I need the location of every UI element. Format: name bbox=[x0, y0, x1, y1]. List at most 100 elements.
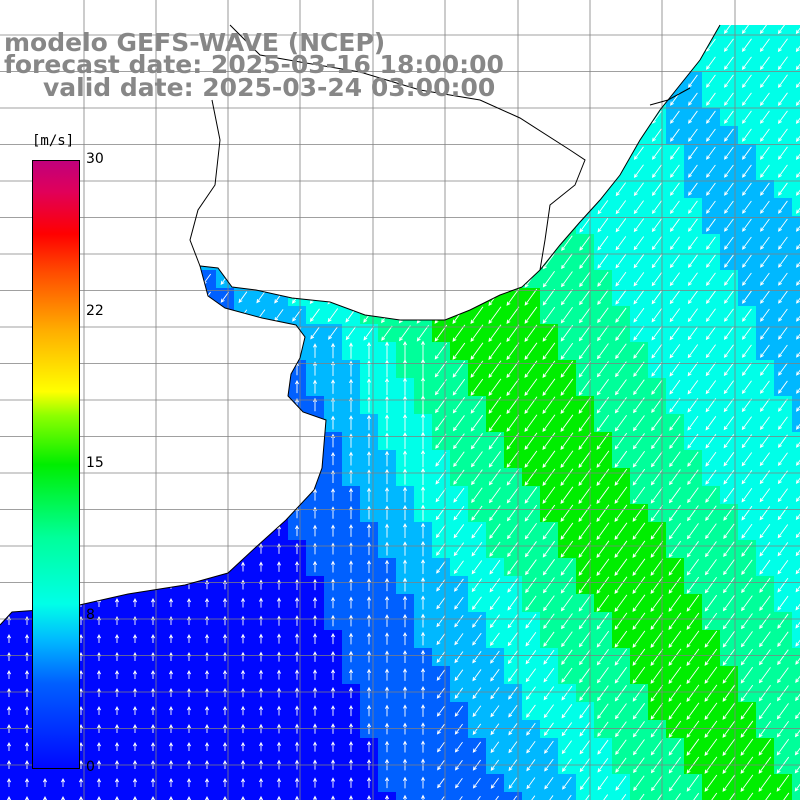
wind-arrow bbox=[776, 738, 790, 756]
wind-arrow bbox=[453, 560, 464, 575]
wind-arrow bbox=[687, 380, 699, 395]
wind-arrow bbox=[724, 218, 734, 232]
wind-arrow bbox=[367, 704, 371, 717]
wind-arrow bbox=[506, 486, 519, 504]
wind-arrow bbox=[651, 200, 662, 215]
wind-arrow bbox=[578, 540, 592, 558]
wind-arrow bbox=[205, 688, 209, 697]
wind-arrow bbox=[614, 450, 628, 468]
wind-arrow bbox=[795, 452, 800, 466]
wind-arrow bbox=[525, 686, 536, 701]
field-cell bbox=[738, 25, 757, 37]
colorbar-tick-30: 30 bbox=[86, 151, 104, 167]
wind-arrow bbox=[615, 343, 627, 360]
wind-arrow bbox=[403, 686, 407, 699]
wind-arrow bbox=[560, 324, 574, 342]
wind-arrow bbox=[741, 344, 752, 358]
wind-arrow bbox=[597, 703, 609, 720]
wind-arrow bbox=[687, 451, 699, 467]
wind-arrow bbox=[277, 651, 281, 662]
wind-arrow bbox=[151, 688, 155, 697]
wind-arrow bbox=[777, 524, 789, 539]
wind-arrow bbox=[759, 38, 770, 53]
field-cell bbox=[792, 162, 800, 181]
wind-arrow bbox=[543, 704, 554, 719]
wind-arrow bbox=[724, 254, 734, 268]
wind-arrow bbox=[704, 648, 718, 666]
wind-arrow bbox=[777, 110, 788, 124]
wind-arrow bbox=[633, 164, 644, 179]
field-cell bbox=[486, 792, 505, 800]
wind-arrow bbox=[506, 324, 520, 343]
wind-arrow bbox=[525, 559, 537, 576]
wind-arrow bbox=[795, 578, 800, 593]
wind-arrow bbox=[687, 344, 699, 359]
wind-arrow bbox=[349, 378, 353, 395]
field-cell bbox=[180, 792, 199, 800]
wind-arrow bbox=[706, 164, 716, 178]
wind-arrow bbox=[687, 487, 699, 504]
wind-arrow bbox=[597, 325, 609, 342]
field-cell bbox=[18, 792, 37, 800]
wind-arrow bbox=[686, 684, 700, 702]
wind-arrow bbox=[760, 290, 770, 304]
wind-arrow bbox=[722, 595, 735, 612]
wind-arrow bbox=[542, 306, 556, 324]
wind-arrow bbox=[796, 290, 800, 304]
wind-arrow bbox=[723, 308, 734, 322]
wind-arrow bbox=[452, 324, 466, 342]
wind-arrow bbox=[776, 792, 790, 800]
wind-arrow bbox=[760, 182, 770, 196]
wind-arrow bbox=[241, 633, 245, 644]
wind-arrow bbox=[759, 416, 770, 431]
wind-arrow bbox=[651, 146, 662, 160]
wind-arrow bbox=[421, 577, 425, 592]
wind-arrow bbox=[452, 342, 466, 360]
wind-arrow bbox=[115, 688, 119, 697]
wind-arrow bbox=[795, 560, 800, 575]
wind-arrow bbox=[795, 128, 800, 142]
wind-arrow bbox=[471, 578, 482, 593]
wind-arrow bbox=[151, 742, 155, 751]
wind-arrow bbox=[632, 558, 646, 576]
wind-arrow bbox=[488, 342, 502, 361]
wind-arrow bbox=[578, 649, 591, 666]
wind-arrow bbox=[25, 670, 29, 679]
wind-arrow bbox=[686, 720, 700, 738]
wind-arrow bbox=[349, 451, 353, 466]
wind-arrow bbox=[668, 738, 682, 756]
wind-arrow bbox=[669, 326, 681, 341]
wind-arrow bbox=[169, 598, 173, 607]
wind-arrow bbox=[740, 792, 754, 800]
wind-arrow bbox=[632, 612, 646, 630]
field-cell bbox=[792, 576, 800, 595]
wind-arrow bbox=[259, 615, 263, 626]
wind-arrow bbox=[724, 146, 734, 160]
wind-arrow bbox=[650, 594, 664, 612]
wind-arrow bbox=[349, 686, 353, 699]
wind-arrow bbox=[778, 308, 788, 322]
wind-arrow bbox=[597, 235, 609, 251]
wind-arrow bbox=[742, 272, 752, 286]
wind-arrow bbox=[759, 613, 771, 630]
wind-arrow bbox=[596, 576, 610, 594]
wind-arrow bbox=[741, 488, 753, 503]
wind-arrow bbox=[615, 200, 627, 215]
wind-arrow bbox=[705, 380, 717, 395]
wind-arrow bbox=[596, 486, 610, 504]
wind-arrow bbox=[453, 524, 465, 539]
wind-arrow bbox=[650, 702, 664, 720]
wind-arrow bbox=[651, 236, 662, 251]
wind-arrow bbox=[454, 633, 464, 646]
wind-arrow bbox=[650, 522, 664, 540]
wind-arrow bbox=[259, 795, 263, 800]
field-cell bbox=[792, 540, 800, 559]
wind-arrow bbox=[614, 432, 628, 450]
wind-arrow bbox=[723, 541, 735, 558]
wind-arrow bbox=[668, 793, 681, 800]
field-cell bbox=[792, 216, 800, 235]
wind-arrow bbox=[403, 650, 407, 663]
wind-arrow bbox=[758, 720, 772, 738]
wind-arrow bbox=[452, 415, 465, 432]
